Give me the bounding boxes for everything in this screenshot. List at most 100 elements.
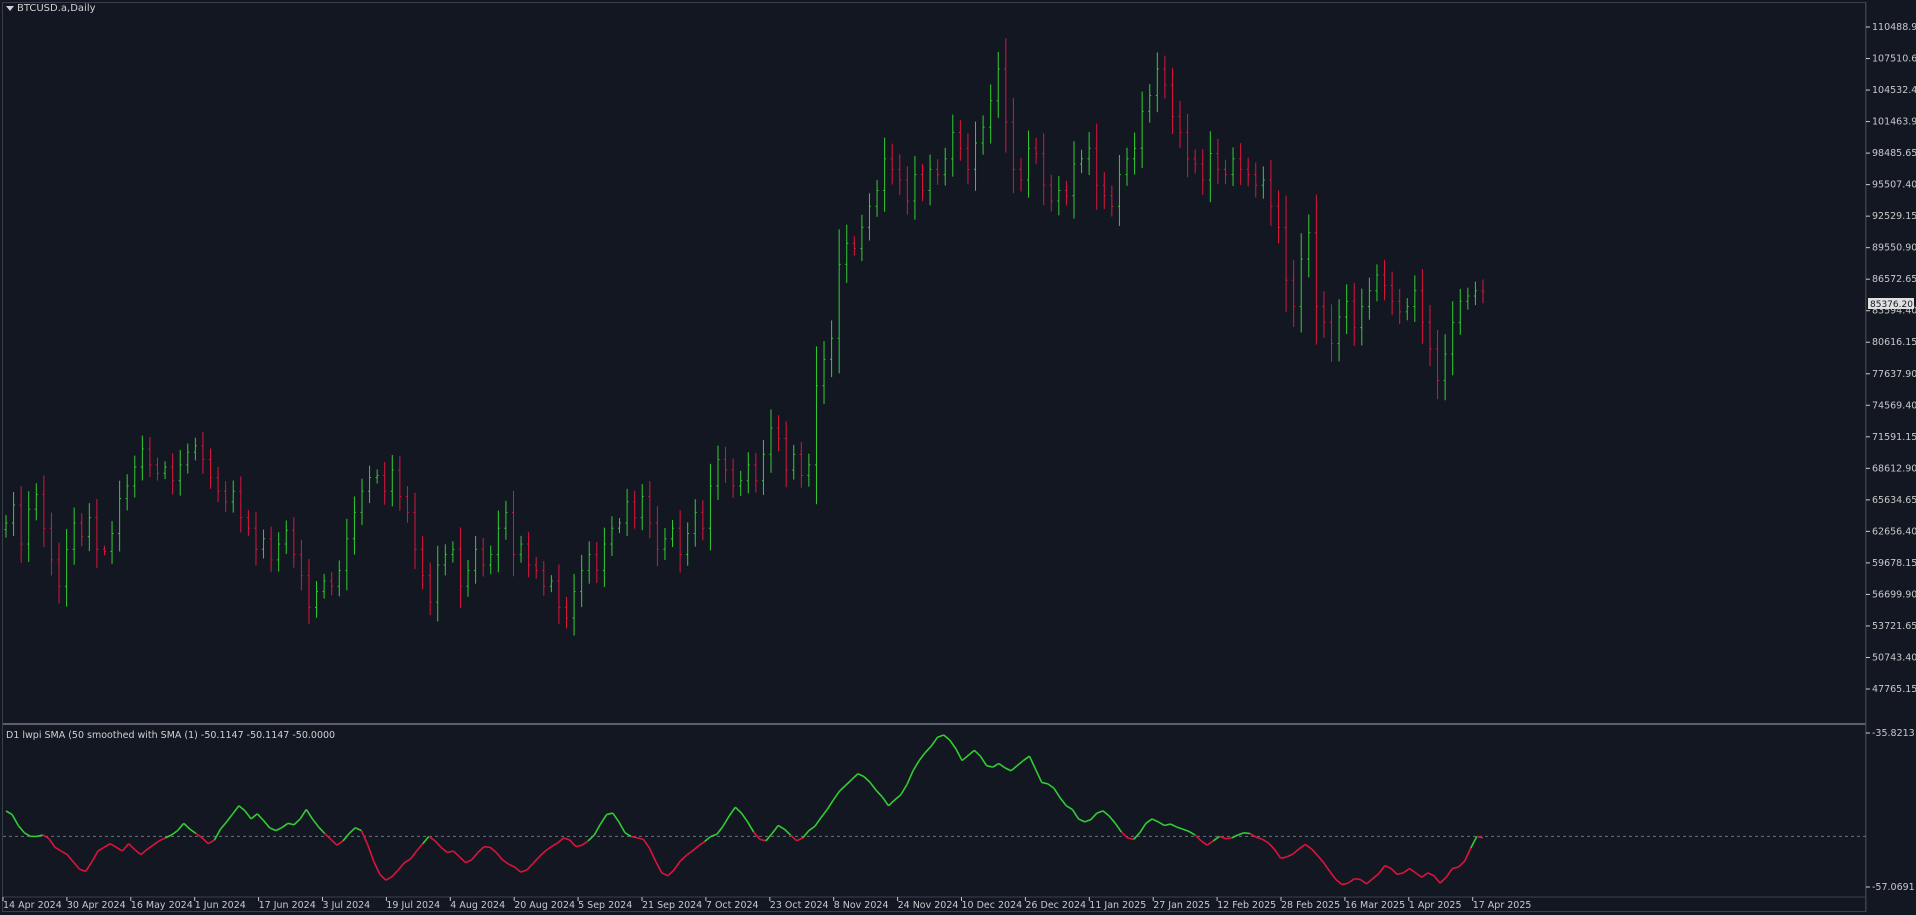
indicator-segment [667,869,675,877]
indicator-segment [134,848,142,856]
indicator-segment [293,818,301,826]
indicator-segment [986,764,993,768]
indicator-segment [728,806,736,817]
indicator-segment [238,805,246,812]
indicator-segment [372,860,381,875]
indicator-segment [863,776,871,784]
indicator-segment [544,845,552,852]
indicator-segment [912,760,920,772]
indicator-segment [317,826,326,835]
indicator-segment [1065,805,1073,811]
date-tick-label: 7 Oct 2024 [706,900,759,911]
indicator-segment [501,859,510,865]
indicator-segment [1139,822,1147,834]
indicator-segment [961,754,969,762]
date-tick-label: 26 Dec 2024 [1025,900,1086,911]
indicator-segment [734,806,742,814]
indicator-segment [60,850,68,856]
date-tick-label: 16 May 2024 [131,900,193,911]
date-tick-label: 3 Jul 2024 [323,900,371,911]
indicator-segment [698,840,706,847]
indicator-segment [1022,755,1030,762]
indicator-segment [121,843,130,852]
current-price-label: 85376.20 [1870,300,1913,310]
price-tick-label: 77637.90 [1872,369,1916,380]
indicator-segment [366,844,375,862]
indicator-segment [1384,864,1392,870]
price-tick-label: 62656.40 [1872,526,1916,537]
indicator-segment [146,844,154,851]
date-tick-label: 4 Aug 2024 [450,900,505,911]
indicator-segment [630,835,638,839]
indicator-segment [397,862,405,871]
indicator-segment [532,856,540,864]
date-tick-label: 1 Apr 2025 [1409,900,1462,911]
indicator-segment [385,875,393,881]
indicator-segment [348,827,356,835]
indicator-segment [1078,818,1085,823]
indicator-segment [1237,832,1245,836]
price-tick-label: 56699.90 [1872,589,1916,600]
chevron-down-icon[interactable] [6,6,14,11]
indicator-segment [777,824,785,830]
price-tick-label: 59678.15 [1872,558,1916,569]
indicator-segment [1219,835,1226,840]
indicator-segment [1034,768,1043,783]
indicator-segment [1182,828,1190,833]
indicator-segment [967,749,975,757]
indicator-segment [281,822,289,829]
indicator-segment [900,784,908,796]
indicator-segment [1164,823,1171,827]
date-tick-label: 30 Apr 2024 [67,900,126,911]
indicator-segment [1151,818,1159,823]
indicator-segment [165,834,172,839]
indicator-segment [1170,823,1177,828]
indicator-segment [575,844,583,848]
indicator-segment [1341,882,1349,886]
indicator-segment [691,845,700,852]
date-tick-label: 16 Mar 2025 [1345,900,1405,911]
indicator-segment [85,861,93,872]
indicator-segment [42,834,50,840]
indicator-segment [1016,759,1024,767]
indicator-segment [587,834,595,842]
indicator-segment [679,854,687,862]
indicator-segment [1433,875,1441,884]
indicator-segment [23,832,31,838]
indicator-segment [1421,872,1429,878]
candles-layer [4,38,1485,636]
indicator-segment [593,823,602,836]
indicator-segment [97,846,105,852]
indicator-segment [11,814,19,826]
indicator-segment [275,826,283,832]
indicator-segment [796,837,804,842]
indicator-tick-label: -57.0691 [1872,882,1915,893]
indicator-segment [820,808,828,818]
indicator-segment [440,846,448,854]
indicator-segment [416,843,424,852]
indicator-segment [1194,834,1202,842]
indicator-segment [115,846,123,852]
price-tick-label: 80616.15 [1872,337,1916,348]
indicator-segment [654,860,663,874]
date-tick-label: 19 Jul 2024 [386,900,440,911]
indicator-segment [704,835,712,843]
indicator-segment [710,833,718,838]
indicator-segment [342,832,350,842]
indicator-segment [1133,832,1141,840]
indicator-segment [477,846,485,854]
date-tick-label: 23 Oct 2024 [770,900,829,911]
date-tick-label: 27 Jan 2025 [1153,900,1210,911]
price-tick-label: 71591.15 [1872,432,1916,443]
indicator-segment [1267,842,1276,851]
indicator-segment [1415,872,1423,878]
indicator-segment [1329,870,1337,880]
chart-title[interactable]: BTCUSD.a,Daily [6,3,96,14]
indicator-segment [1249,832,1257,838]
indicator-segment [1114,822,1123,833]
indicator-segment [232,805,240,815]
indicator-segment [716,825,724,835]
indicator-segment [360,830,369,845]
indicator-segment [66,854,75,863]
